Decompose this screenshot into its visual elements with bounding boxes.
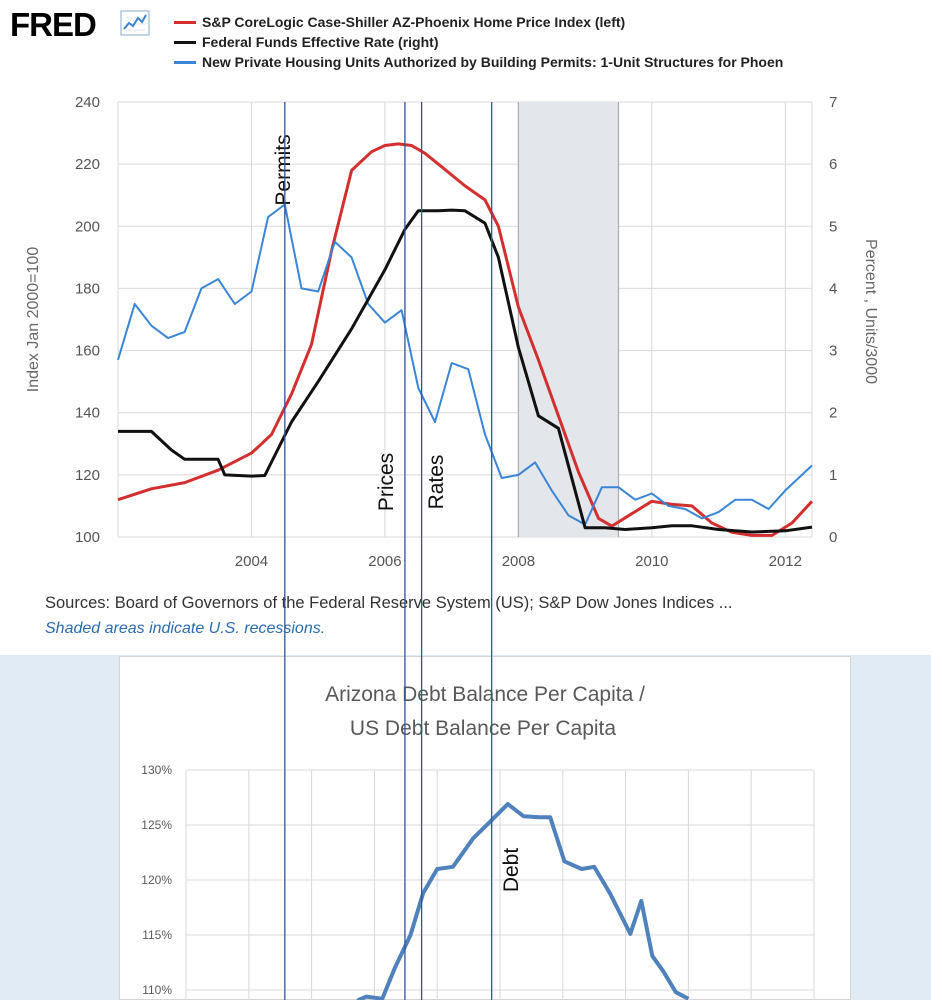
left-axis-ticks: 100 120 140 160 180 200 220 240 [75,94,100,546]
left-tick-label: 160 [75,343,100,360]
debt-axis-ticks: 110% 115% 120% 125% 130% [141,763,172,997]
right-tick-label: 4 [829,280,837,297]
series-debt-ratio-line [356,802,690,1000]
fred-logo[interactable]: FRED [10,6,97,43]
x-tick-label: 2006 [368,553,401,570]
left-tick-label: 200 [75,218,100,235]
debt-chart-grid [185,769,815,1000]
recession-shading [518,102,619,537]
legend-item-fed-funds[interactable]: Federal Funds Effective Rate (right) [174,32,783,52]
x-tick-label: 2012 [769,553,802,570]
legend-swatch-permits [174,60,196,64]
x-tick-label: 2004 [235,553,268,570]
left-tick-label: 120 [75,467,100,484]
line-chart-icon [120,10,150,36]
legend-swatch-fed-funds [174,40,196,44]
annotation-debt: Debt [500,848,523,893]
annotation-prices: Prices [375,453,398,511]
series-permits-line [117,203,813,526]
left-tick-label: 100 [75,529,100,546]
recession-note[interactable]: Shaded areas indicate U.S. recessions. [45,620,326,637]
debt-chart-title-line2: US Debt Balance Per Capita [350,717,616,740]
legend-label-fed-funds: Federal Funds Effective Rate (right) [202,34,439,50]
x-axis-ticks: 2004 2006 2008 2010 2012 [235,553,802,570]
left-tick-label: 180 [75,280,100,297]
left-tick-label: 140 [75,405,100,422]
right-tick-label: 6 [829,156,837,173]
legend-item-home-price[interactable]: S&P CoreLogic Case-Shiller AZ-Phoenix Ho… [174,12,783,32]
debt-tick-label: 125% [141,818,172,832]
right-tick-label: 5 [829,218,837,235]
right-tick-label: 7 [829,94,837,111]
sources-text: Sources: Board of Governors of the Feder… [45,594,733,612]
legend-item-permits[interactable]: New Private Housing Units Authorized by … [174,52,783,72]
left-tick-label: 220 [75,156,100,173]
legend-label-permits: New Private Housing Units Authorized by … [202,54,784,70]
left-axis-label: Index Jan 2000=100 [25,247,42,393]
debt-tick-label: 110% [142,983,172,997]
series-fed-funds-line [118,208,813,534]
debt-tick-label: 115% [142,928,172,942]
legend-label-home-price: S&P CoreLogic Case-Shiller AZ-Phoenix Ho… [202,14,626,30]
debt-chart-title-line1: Arizona Debt Balance Per Capita / [325,683,645,706]
recession-borders [517,102,620,537]
debt-tick-label: 130% [141,763,172,777]
left-tick-label: 240 [75,94,100,111]
x-tick-label: 2010 [635,553,668,570]
debt-line-chart: Arizona Debt Balance Per Capita / US Deb… [141,683,815,1000]
chart-legend: S&P CoreLogic Case-Shiller AZ-Phoenix Ho… [174,12,783,72]
debt-tick-label: 120% [141,873,172,887]
right-axis-ticks: 0 1 2 3 4 5 6 7 [829,94,837,546]
annotation-rates: Rates [425,455,448,510]
x-tick-label: 2008 [502,553,535,570]
right-tick-label: 1 [829,467,837,484]
right-tick-label: 3 [829,343,837,360]
right-tick-label: 0 [829,529,837,546]
legend-swatch-home-price [174,20,196,24]
right-tick-label: 2 [829,405,837,422]
series-home-price-line [117,142,814,537]
annotation-permits: Permits [272,134,295,205]
right-axis-label: Percent , Units/3000 [862,239,879,384]
